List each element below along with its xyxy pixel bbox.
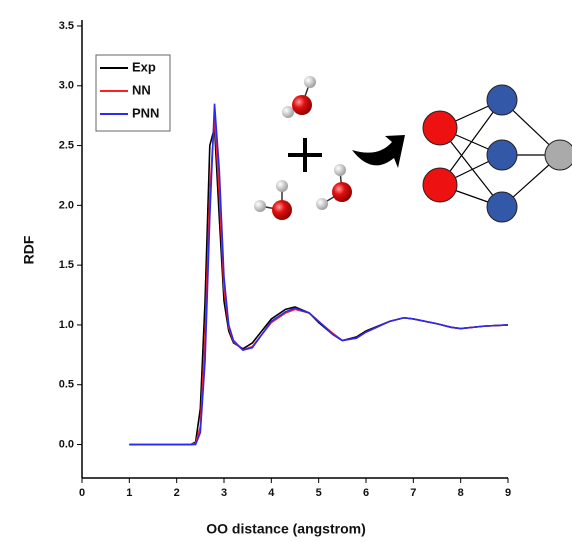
x-tick-label: 4 bbox=[268, 487, 275, 499]
y-tick-label: 1.0 bbox=[59, 319, 74, 331]
x-tick-label: 0 bbox=[79, 487, 85, 499]
y-axis-label: RDF bbox=[21, 235, 37, 264]
y-tick-label: 3.0 bbox=[59, 80, 74, 92]
y-tick-label: 1.5 bbox=[59, 259, 74, 271]
x-tick-label: 5 bbox=[316, 487, 322, 499]
data-line bbox=[129, 115, 509, 446]
y-tick-label: 2.5 bbox=[59, 139, 74, 151]
x-tick-label: 1 bbox=[126, 487, 132, 499]
x-tick-label: 7 bbox=[410, 487, 416, 499]
inset-illustration bbox=[254, 76, 572, 223]
x-tick-label: 3 bbox=[221, 487, 227, 499]
x-tick-label: 6 bbox=[363, 487, 369, 499]
legend-label: NN bbox=[132, 82, 151, 97]
x-axis-label: OO distance (angstrom) bbox=[206, 521, 365, 537]
x-tick-label: 8 bbox=[458, 487, 464, 499]
y-tick-label: 0.0 bbox=[59, 438, 74, 450]
y-tick-label: 0.5 bbox=[59, 379, 74, 391]
data-line bbox=[129, 103, 509, 446]
y-tick-label: 2.0 bbox=[59, 199, 74, 211]
legend-label: Exp bbox=[132, 59, 156, 74]
y-tick-label: 3.5 bbox=[59, 20, 74, 32]
x-tick-label: 9 bbox=[505, 487, 511, 499]
legend-label: PNN bbox=[132, 105, 159, 120]
x-tick-label: 2 bbox=[174, 487, 180, 499]
